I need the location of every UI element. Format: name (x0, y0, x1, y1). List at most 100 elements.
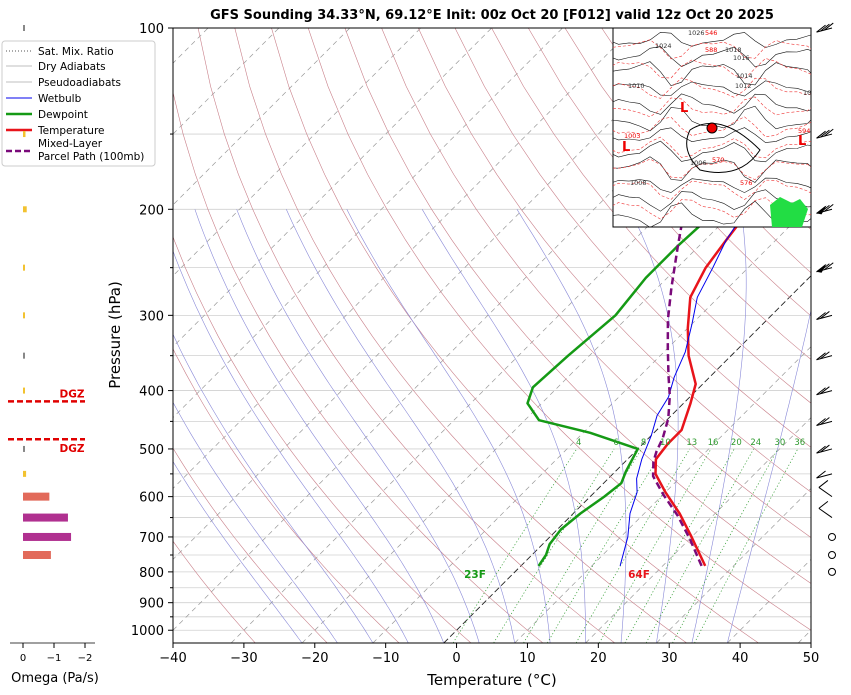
map-label: 570 (712, 156, 724, 164)
isotherm (173, 28, 492, 348)
omega-bar (23, 131, 26, 138)
isotherm (585, 417, 811, 643)
map-label: 1018 (725, 46, 742, 54)
wind-barb (818, 480, 833, 498)
mixing-ratio-line (452, 448, 577, 643)
isotherm (514, 346, 811, 643)
height-contour (613, 77, 811, 99)
isobar-contour (613, 140, 811, 163)
map-label: 1008 (630, 179, 647, 187)
omega-tick-label: −2 (78, 653, 93, 664)
wind-barbs (816, 22, 836, 576)
mixing-ratio-line (598, 448, 712, 643)
map-label: 1020 (803, 89, 820, 97)
pseudo-adiabat (173, 401, 338, 643)
omega-bar (23, 470, 27, 477)
plot-frame (172, 27, 812, 644)
y-tick-label: 1000 (131, 624, 164, 639)
height-contour (613, 179, 811, 200)
pseudo-adiabat (194, 209, 445, 643)
isobar-contour (613, 93, 811, 115)
wind-barb (816, 386, 833, 396)
omega-tick-label: 0 (20, 653, 26, 664)
dry-adiabat (197, 28, 615, 643)
isobar-contour (613, 127, 811, 143)
mixing-ratio-line (694, 448, 799, 643)
legend-parcel: Mixed-Layer Parcel Path (100mb) (38, 138, 144, 163)
mixing-ratio-label: 24 (750, 438, 761, 448)
isobar-contour (613, 46, 811, 68)
isobar-contour (613, 177, 811, 193)
omega-bar (23, 445, 25, 452)
map-label: 1006 (690, 159, 707, 167)
isotherm (173, 28, 422, 277)
x-tick-label: 10 (519, 651, 536, 666)
dgz-label: DGZ (60, 388, 85, 400)
dry-adiabat (173, 447, 328, 643)
wind-barb (816, 351, 833, 361)
pseudo-adiabat (173, 250, 409, 643)
y-tick-label: 700 (139, 531, 164, 546)
x-tick-label: 40 (732, 651, 749, 666)
map-label: L (680, 101, 688, 116)
legend-temperature: Temperature (37, 125, 105, 137)
pseudo-adiabat (629, 209, 679, 643)
omega-bar (23, 387, 25, 394)
dry-adiabat (344, 28, 811, 584)
mixing-ratio-line (624, 448, 735, 643)
x-tick-label: −20 (301, 651, 328, 666)
height-contour (613, 96, 811, 118)
legend: Sat. Mix. Ratio Dry Adiabats Pseudoadiab… (1, 40, 156, 167)
isotherm (301, 133, 811, 643)
mixing-ratio-label: 6 (613, 438, 618, 448)
dry-adiabat (234, 28, 687, 643)
omega-tick-label: −1 (47, 653, 62, 664)
omega-panel: 0 −1 −2 DGZ DGZ (8, 25, 95, 664)
y-axis-label: Pressure (hPa) (106, 281, 124, 389)
x-tick-label: −30 (230, 651, 257, 666)
mixing-ratio-line (575, 448, 690, 643)
legend-dry: Dry Adiabats (38, 61, 106, 73)
wind-barb (816, 470, 833, 479)
isotherm (173, 28, 634, 489)
x-tick-label: 30 (661, 651, 678, 666)
wind-barb (816, 22, 834, 33)
wind-barb (816, 262, 834, 273)
mixing-ratio-labels: 4 6 8 10 13 16 20 24 30 36 (576, 438, 805, 448)
coastline (686, 122, 761, 173)
mixing-ratio-line (645, 448, 755, 643)
x-tick-label: 20 (590, 651, 607, 666)
x-tick-label: −10 (372, 651, 399, 666)
legend-wetbulb: Wetbulb (38, 93, 82, 105)
legend-parcel-line2: Parcel Path (100mb) (38, 151, 144, 163)
map-label: 1026 (688, 29, 705, 37)
dry-adiabat (381, 28, 811, 538)
wind-barb (816, 311, 833, 320)
isotherm (173, 28, 351, 206)
mixing-ratio-line (672, 448, 779, 643)
pseudo-adiabat (286, 209, 515, 643)
wetbulb-line (619, 209, 747, 567)
map-label: 594 (798, 127, 810, 135)
y-tick-label: 900 (139, 597, 164, 612)
dry-adiabat (528, 28, 811, 360)
legend-mixratio: Sat. Mix. Ratio (38, 46, 114, 58)
y-tick-label: 100 (139, 22, 164, 37)
dry-adiabat (564, 28, 811, 317)
mixing-ratio-label: 30 (774, 438, 785, 448)
map-label: L (798, 134, 806, 149)
map-label: 1014 (736, 72, 753, 80)
x-axis-label: Temperature (°C) (426, 671, 556, 689)
wind-barb (816, 128, 834, 139)
temperature-surface-label: 64F (628, 569, 650, 581)
omega-bar (23, 206, 27, 213)
omega-bar (23, 312, 25, 319)
mixing-ratio-line (523, 448, 642, 643)
isotherm (443, 275, 811, 643)
pseudo-adiabat (691, 209, 747, 643)
legend-dewpoint: Dewpoint (38, 109, 88, 121)
omega-bar (23, 513, 68, 522)
omega-bar (23, 492, 50, 501)
height-contour (613, 39, 811, 60)
